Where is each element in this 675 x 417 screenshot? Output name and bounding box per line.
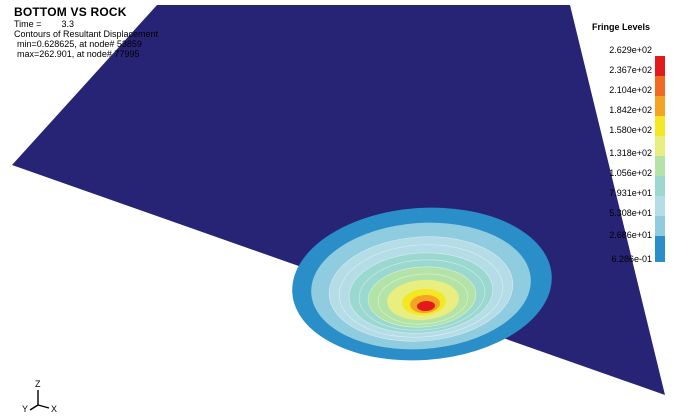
legend-label: 5.308e+01: [609, 208, 652, 218]
legend-label: 2.104e+02: [609, 85, 652, 95]
legend-swatch: [655, 136, 665, 156]
legend-label: 1.842e+02: [609, 105, 652, 115]
triad-z-label: Z: [35, 379, 41, 389]
fringe-legend-bar: [655, 56, 665, 262]
legend-swatch: [655, 176, 665, 196]
triad-y-label: Y: [22, 404, 29, 414]
legend-swatch: [655, 236, 665, 262]
legend-label: 6.286e-01: [611, 254, 652, 264]
legend-label: 2.686e+01: [609, 230, 652, 240]
time-label: Time =: [14, 19, 42, 29]
contour-plot: [292, 207, 552, 361]
time-value: 3.3: [61, 19, 74, 29]
legend-swatch: [655, 196, 665, 216]
triad-x-label: X: [51, 404, 58, 414]
header-info: BOTTOM VS ROCK Time = 3.3 Contours of Re…: [14, 5, 159, 60]
contour-band: [417, 300, 435, 312]
time-line: Time = 3.3: [14, 19, 158, 29]
legend-label: 2.367e+02: [609, 65, 652, 75]
legend-swatch: [655, 216, 665, 236]
legend-label: 2.629e+02: [609, 45, 652, 55]
axis-triad: [29, 390, 50, 411]
min-line: min=0.628625, at node# 53859: [17, 39, 142, 49]
legend-label: 7.931e+01: [609, 188, 652, 198]
max-line: max=262.901, at node# 77995: [17, 49, 140, 59]
legend-swatch: [655, 116, 665, 136]
legend-swatch: [655, 156, 665, 176]
legend-title: Fringe Levels: [592, 22, 651, 32]
legend-label: 1.318e+02: [609, 148, 652, 158]
legend-label: 1.056e+02: [609, 168, 652, 178]
legend-swatch: [655, 96, 665, 116]
plot-title: BOTTOM VS ROCK: [14, 5, 127, 19]
legend-label: 1.580e+02: [609, 125, 652, 135]
contours-label: Contours of Resultant Displacement: [14, 29, 159, 39]
legend-swatch: [655, 76, 665, 96]
legend-swatch: [655, 56, 665, 76]
